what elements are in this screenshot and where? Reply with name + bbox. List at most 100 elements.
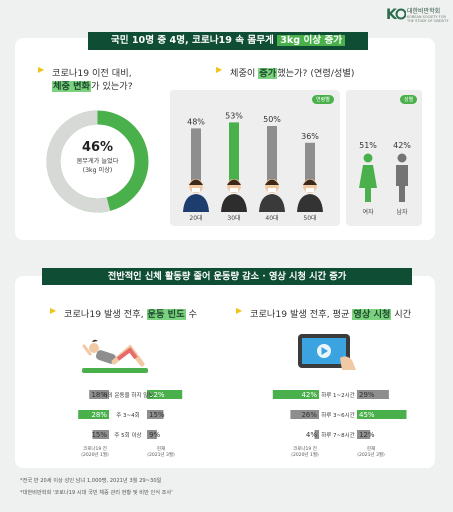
- age-category-label: 30대: [227, 214, 240, 222]
- after-bar: [357, 430, 371, 439]
- female-icon: [359, 153, 377, 202]
- donut-center: 46% 몸무게가 늘었다 (3kg 이상): [55, 140, 140, 174]
- before-legend-line1: 코로나19 전: [83, 445, 107, 452]
- q1-line2: 체중 변화가 있는가?: [52, 78, 133, 92]
- person-icon: [221, 179, 247, 212]
- after-legend-line1: 현재: [367, 445, 375, 452]
- q2-suffix: 했는가? (연령/성별): [277, 68, 355, 79]
- triangle-marker-icon: ▶: [236, 306, 243, 315]
- q1-highlight: 체중 변화: [52, 81, 92, 92]
- triangle-marker-icon: ▶: [50, 306, 57, 315]
- banner2-text: 전반적인 신체 활동량 줄어 운동량 감소 · 영상 시청 시간 증가: [107, 271, 347, 282]
- age-bar: [229, 122, 239, 186]
- logo-text: 대한비만학회: [407, 8, 441, 15]
- after-value: 12%: [359, 431, 375, 439]
- q1-line1: 코로나19 이전 대비,: [52, 68, 132, 79]
- after-bar: [357, 410, 407, 419]
- category-label: 거의 운동을 하지 않음: [103, 391, 154, 399]
- after-value: 45%: [359, 411, 375, 419]
- gender-tag: 성별: [400, 95, 418, 104]
- q4-text: 코로나19 발생 전후, 평균 영상 시청 시간: [250, 306, 411, 320]
- donut-label2: (3kg 이상): [82, 167, 113, 174]
- age-bar-value: 36%: [301, 132, 319, 141]
- age-tag: 연령별: [312, 95, 334, 104]
- before-value: 18%: [91, 391, 107, 399]
- after-legend-line1: 현재: [157, 445, 165, 452]
- video-time-chart: 42% 29% 하루 1~2시간 26% 45% 하루 3~6시간 4% 12% 하루 7~8시…: [272, 390, 407, 458]
- triangle-marker-icon: ▶: [38, 65, 45, 74]
- before-bar: [290, 410, 319, 419]
- age-bar: [305, 142, 315, 186]
- before-bar: [92, 430, 109, 439]
- before-legend-line1: 코로나19 전: [293, 445, 317, 452]
- person-icon: [297, 179, 323, 212]
- after-value: 9%: [149, 431, 160, 439]
- category-label: 하루 3~6시간: [321, 411, 355, 419]
- before-value: 42%: [301, 391, 317, 399]
- after-bar: [147, 390, 183, 399]
- donut-percent: 46%: [81, 140, 114, 155]
- gender-panel: [346, 90, 422, 226]
- after-bar: [147, 430, 157, 439]
- q1-suffix: 가 있는가?: [91, 81, 133, 92]
- q3-text: 코로나19 발생 전후, 운동 빈도 수: [64, 306, 197, 320]
- donut-chart: [46, 110, 149, 213]
- q3-prefix: 코로나19 발생 전후,: [64, 309, 147, 320]
- age-category-label: 40대: [265, 214, 278, 222]
- gender-label: 남자: [396, 208, 408, 216]
- after-value: 15%: [149, 411, 165, 419]
- q3-suffix: 수: [185, 309, 197, 320]
- age-category-label: 20대: [189, 214, 202, 222]
- q2-prefix: 체중이: [230, 68, 259, 79]
- exercise-frequency-chart: 18% 32%거의 운동을 하지 않음 28% 15% 주 3~4회 15% 9% 주 5회 …: [78, 390, 183, 458]
- gender-value: 51%: [359, 141, 377, 150]
- before-value: 28%: [91, 411, 107, 419]
- after-bar: [147, 410, 164, 419]
- age-bar-value: 53%: [225, 111, 243, 120]
- q2-highlight: 증가: [258, 68, 278, 79]
- before-bar: [78, 410, 109, 419]
- age-bar-value: 50%: [263, 115, 281, 124]
- q4-prefix: 코로나19 발생 전후, 평균: [250, 309, 353, 320]
- male-icon: [396, 153, 408, 202]
- gender-label: 여자: [362, 208, 374, 216]
- after-value: 29%: [359, 391, 375, 399]
- after-legend-line2: (2021년 3월): [357, 451, 385, 458]
- category-label: 주 5회 이상: [114, 431, 141, 439]
- after-bar: [357, 390, 389, 399]
- person-icon: [183, 179, 209, 212]
- logo-subtitle: KOREAN SOCIETY FOR THE STUDY OF OBESITY: [407, 15, 449, 23]
- category-label: 하루 1~2시간: [321, 391, 355, 399]
- before-value: 4%: [306, 431, 317, 439]
- q4-highlight: 영상 시청: [352, 309, 392, 320]
- before-value: 26%: [301, 411, 317, 419]
- footnote-1: *전국 만 20세 이상 성인 남녀 1,000명, 2021년 3월 29~3…: [20, 478, 162, 484]
- donut-label1: 몸무게가 늘었다: [76, 158, 119, 165]
- before-value: 15%: [91, 431, 107, 439]
- section1-banner: 국민 10명 중 4명, 코로나19 속 몸무게 3kg 이상 증가: [88, 32, 368, 50]
- footnote-2: *대한비만학회 '코로나19 시대 국민 체중 관리 현황 및 비만 인식 조사…: [20, 490, 173, 496]
- before-legend-line2: (2020년 1월): [291, 451, 319, 458]
- video-tablet-icon: [298, 334, 356, 370]
- banner1-highlight: 3kg 이상 증가: [277, 35, 346, 46]
- category-label: 하루 7~8시간: [321, 431, 355, 439]
- q4-suffix: 시간: [391, 309, 412, 320]
- age-bar: [191, 128, 201, 186]
- q3-highlight: 운동 빈도: [146, 309, 186, 320]
- age-bar: [267, 126, 277, 186]
- age-bar-value: 48%: [187, 117, 205, 126]
- donut-slice-remaining: [46, 110, 111, 213]
- gender-value: 42%: [393, 141, 411, 150]
- before-bar: [314, 430, 319, 439]
- gender-chart: 51% 여자 42% 남자: [359, 141, 411, 216]
- svg-text:K: K: [386, 7, 398, 22]
- before-bar: [272, 390, 319, 399]
- person-icon: [259, 179, 285, 212]
- before-bar: [89, 390, 109, 399]
- age-bar-chart: 48% 20대 53% 30대 50% 40대 36% 50대: [183, 111, 323, 222]
- society-logo-icon: K: [386, 7, 406, 22]
- before-legend-line2: (2020년 1월): [81, 451, 109, 458]
- banner1-text: 국민 10명 중 4명, 코로나19 속 몸무게: [110, 35, 278, 46]
- category-label: 주 3~4회: [116, 411, 139, 419]
